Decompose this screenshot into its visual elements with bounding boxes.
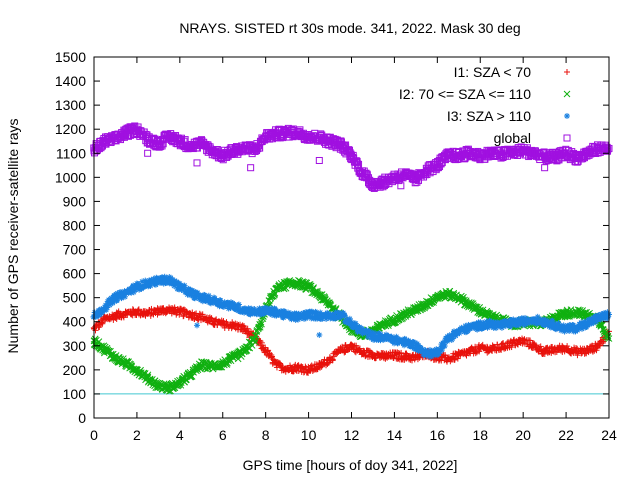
data-layer: [90, 122, 613, 395]
scatter-mark: [214, 322, 221, 329]
scatter-mark: [395, 355, 402, 362]
scatter-mark: [220, 318, 227, 325]
scatter-mark: [268, 353, 275, 360]
scatter-mark: [356, 345, 363, 352]
x-axis-label: GPS time [hours of doy 341, 2022]: [243, 457, 458, 473]
scatter-mark: [277, 360, 284, 367]
scatter-mark: [268, 354, 275, 361]
scatter-mark: [210, 320, 217, 327]
scatter-mark: [329, 357, 336, 364]
scatter-mark: [341, 348, 348, 355]
scatter-mark: [208, 315, 215, 322]
scatter-mark: [262, 344, 269, 351]
scatter-mark: [134, 307, 141, 314]
scatter-mark: [135, 306, 142, 313]
scatter-mark: [212, 317, 219, 324]
y-axis-label: Number of GPS receiver-satellite rays: [5, 119, 21, 354]
scatter-mark: [176, 311, 183, 318]
scatter-mark: [92, 327, 99, 334]
scatter-mark: [112, 314, 119, 321]
scatter-mark: [196, 310, 203, 317]
scatter-mark: [334, 349, 341, 356]
chart-title: NRAYS. SISTED rt 30s mode. 341, 2022. Ma…: [179, 20, 520, 36]
scatter-mark: [244, 325, 251, 332]
